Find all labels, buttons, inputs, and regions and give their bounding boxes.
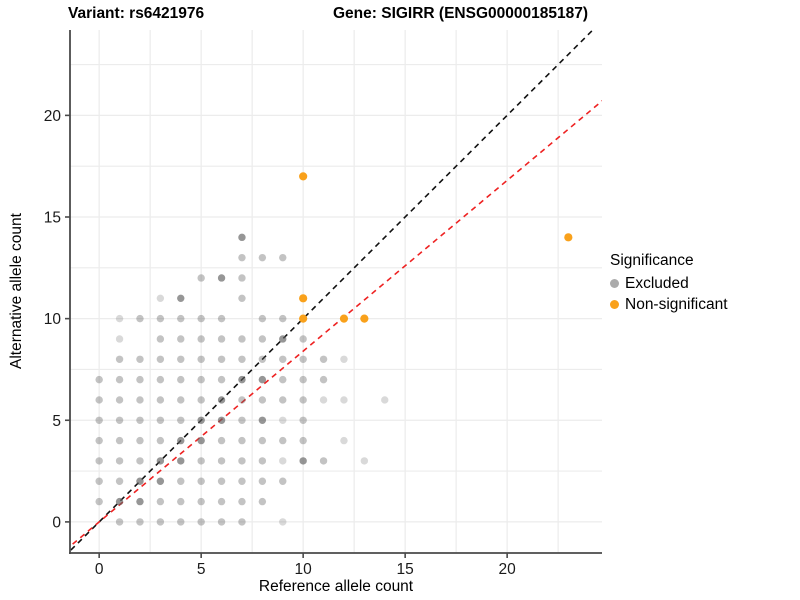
excluded-swatch-icon: [610, 279, 619, 288]
plot-title-variant: Variant: rs6421976: [68, 5, 205, 22]
legend: Significance Excluded Non-significant: [610, 252, 728, 315]
legend-item-label: Non-significant: [625, 295, 728, 313]
x-tick-label: 0: [95, 561, 104, 578]
plot-title-gene: Gene: SIGIRR (ENSG00000185187): [333, 5, 589, 22]
y-tick-label: 15: [44, 210, 61, 227]
x-tick-label: 5: [197, 561, 206, 578]
expected-line: [70, 99, 602, 548]
axis-lines: [69, 30, 602, 554]
identity-line: [70, 30, 594, 553]
x-tick-label: 20: [499, 561, 517, 578]
y-tick-label: 20: [44, 108, 62, 125]
legend-item-excluded: Excluded: [610, 273, 728, 294]
non-significant-swatch-icon: [610, 300, 619, 309]
y-tick-label: 0: [52, 514, 61, 531]
legend-item-label: Excluded: [625, 274, 689, 292]
x-tick-label: 15: [397, 561, 414, 578]
axis-ticks: 0 5 10 15 20 0 5 10 15 20: [44, 108, 516, 578]
y-axis-title: Alternative allele count: [8, 213, 25, 369]
gridlines: [70, 30, 602, 553]
y-tick-label: 5: [52, 413, 61, 430]
y-tick-label: 10: [44, 311, 62, 328]
legend-title: Significance: [610, 252, 694, 269]
x-tick-label: 10: [295, 561, 313, 578]
x-axis-title: Reference allele count: [258, 578, 414, 595]
excluded-points: [95, 233, 389, 526]
non-significant-points: [299, 172, 573, 323]
legend-item-non-significant: Non-significant: [610, 294, 728, 315]
